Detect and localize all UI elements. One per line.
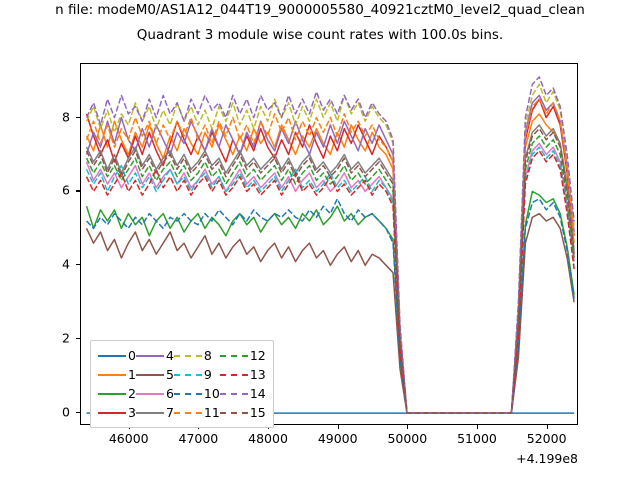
axes-title: Quadrant 3 module wise count rates with … [136,27,504,43]
legend-line-icon [98,392,126,395]
legend-swatch-0 [98,346,128,365]
legend-line-icon [135,354,164,357]
legend-label-7: 7 [165,405,174,420]
plot-lines [85,76,575,414]
legend-line-icon [98,354,126,357]
x-tick-mark [546,425,548,429]
y-tick-mark [76,412,80,414]
legend-swatch-11 [173,403,204,422]
legend-label-6: 6 [165,386,174,401]
legend-label-12: 12 [249,348,266,363]
legend-label-3: 3 [128,405,136,420]
legend-swatch-2 [98,384,128,403]
y-tick-mark [76,264,80,266]
legend-label-11: 11 [203,405,220,420]
legend-label-9: 9 [203,367,212,382]
legend-row: 0 4 8 12 [98,346,266,365]
legend-label-13: 13 [249,367,266,382]
legend-label-0: 0 [128,348,136,363]
legend-label-5: 5 [165,367,174,382]
y-tick-mark [76,116,80,118]
x-tick-label: 47000 [178,431,219,446]
legend-line-icon [219,373,248,376]
legend-swatch-8 [173,346,204,365]
legend-swatch-6 [135,384,166,403]
legend-swatch-3 [98,403,128,422]
y-tick-label: 4 [62,256,70,272]
x-tick-mark [477,425,479,429]
legend-line-icon [135,373,164,376]
legend-line-icon [173,354,202,357]
legend-swatch-4 [135,346,166,365]
legend-row: 2 6 10 14 [98,384,266,403]
series-line-12 [85,135,575,414]
legend-swatch-15 [219,403,250,422]
legend-line-icon [173,392,202,395]
legend-swatch-10 [173,384,204,403]
legend-swatch-7 [135,403,166,422]
y-tick-mark [76,338,80,340]
y-axis-ticks: 0 2 4 6 8 [48,63,80,425]
x-tick-label: 51000 [457,431,497,446]
x-tick-label: 52000 [526,431,567,446]
legend-swatch-13 [219,365,250,384]
legend-line-icon [219,354,248,357]
y-tick-label: 8 [62,109,70,125]
x-axis-offset-text: +4.199e8 [516,451,578,466]
legend-swatch-9 [173,365,204,384]
x-tick-label: 49000 [317,431,358,446]
legend-label-1: 1 [128,367,136,382]
figure-suptitle: n file: modeM0/AS1A12_044T19_9000005580_… [55,2,585,18]
y-tick-label: 0 [62,404,70,420]
legend-swatch-5 [135,365,166,384]
legend-label-14: 14 [249,386,266,401]
legend-swatch-1 [98,365,128,384]
y-tick-label: 6 [62,182,70,198]
legend-label-8: 8 [203,348,212,363]
x-tick-mark [407,425,409,429]
legend-label-4: 4 [165,348,174,363]
legend-line-icon [173,411,202,414]
plot-axes [80,63,578,425]
legend-line-icon [98,373,126,376]
legend-row: 1 5 9 13 [98,365,266,384]
legend-line-icon [98,411,126,414]
y-tick-mark [76,190,80,192]
legend-line-icon [219,392,248,395]
series-line-11 [85,98,575,414]
x-tick-mark [337,425,339,429]
x-tick-label: 46000 [108,431,149,446]
legend-label-2: 2 [128,386,136,401]
legend-label-10: 10 [203,386,220,401]
legend-line-icon [135,392,164,395]
legend[interactable]: 0 4 8 12 1 5 9 13 2 6 10 14 3 7 11 15 [90,340,274,428]
legend-swatch-14 [219,384,250,403]
series-line-8 [85,83,575,414]
legend-swatch-12 [219,346,250,365]
legend-table: 0 4 8 12 1 5 9 13 2 6 10 14 3 7 11 15 [98,346,266,422]
legend-line-icon [135,411,164,414]
legend-row: 3 7 11 15 [98,403,266,422]
y-tick-label: 2 [62,330,70,346]
x-tick-label: 50000 [387,431,428,446]
x-axis-ticks: +4.199e8 46000 47000 48000 49000 50000 51000 5… [80,425,578,466]
legend-label-15: 15 [249,405,266,420]
series-line-15 [85,127,575,414]
legend-line-icon [173,373,202,376]
legend-line-icon [219,411,248,414]
x-tick-label: 48000 [248,431,288,446]
